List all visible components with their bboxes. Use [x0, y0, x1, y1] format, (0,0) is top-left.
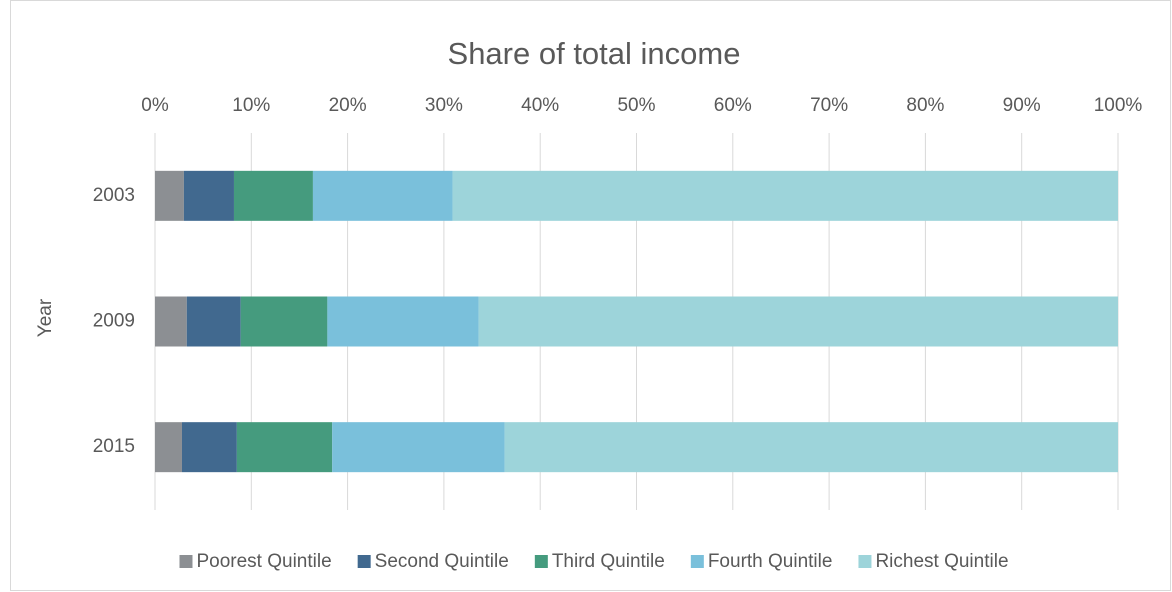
bar-segment: [478, 296, 1118, 347]
bar-segment: [155, 422, 182, 473]
x-tick-label: 80%: [906, 95, 944, 116]
bar-segment: [155, 170, 184, 221]
x-tick-label: 30%: [425, 95, 463, 116]
bar-segment: [155, 296, 187, 347]
x-tick-label: 40%: [521, 95, 559, 116]
bar-segment: [181, 422, 237, 473]
x-tick-label: 60%: [714, 95, 752, 116]
y-tick-label: 2003: [93, 185, 135, 206]
bar-segment: [504, 422, 1119, 473]
y-tick-label: 2015: [93, 436, 135, 457]
bar-segment: [452, 170, 1118, 221]
bar-segment: [236, 422, 333, 473]
x-tick-label: 10%: [232, 95, 270, 116]
chart-title: Share of total income: [448, 36, 741, 71]
chart-border: [10, 0, 1171, 591]
bar-segment: [312, 170, 453, 221]
x-tick-label: 100%: [1094, 95, 1143, 116]
legend-swatch: [534, 555, 548, 568]
x-tick-label: 90%: [1003, 95, 1041, 116]
y-axis-label: Year: [35, 298, 56, 337]
y-tick-label: 2009: [93, 311, 135, 332]
legend-swatch: [858, 555, 872, 568]
legend-label: Richest Quintile: [875, 551, 1008, 572]
x-tick-label: 70%: [810, 95, 848, 116]
x-tick-label: 20%: [329, 95, 367, 116]
bar-segment: [186, 296, 241, 347]
bar-segment: [332, 422, 505, 473]
bar-segment: [240, 296, 328, 347]
legend-swatch: [690, 555, 704, 568]
legend-label: Poorest Quintile: [196, 551, 331, 572]
x-tick-label: 0%: [141, 95, 169, 116]
legend-swatch: [357, 555, 371, 568]
bar-segment: [327, 296, 479, 347]
x-tick-label: 50%: [617, 95, 655, 116]
bar-segment: [233, 170, 313, 221]
legend-swatch: [179, 555, 193, 568]
legend-label: Third Quintile: [552, 551, 665, 572]
legend-label: Second Quintile: [375, 551, 509, 572]
legend-label: Fourth Quintile: [708, 551, 833, 572]
bar-segment: [183, 170, 234, 221]
